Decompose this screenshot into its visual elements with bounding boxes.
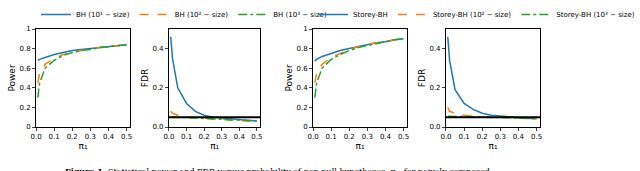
- svg-text:0.4: 0.4: [429, 45, 441, 53]
- svg-text:Storey-BH (10² − size): Storey-BH (10² − size): [433, 11, 511, 19]
- svg-text:FDR: FDR: [417, 69, 427, 87]
- svg-text:0.4: 0.4: [234, 133, 246, 141]
- svg-text:π₁: π₁: [79, 141, 88, 151]
- svg-text:Storey-BH (10³ − size): Storey-BH (10³ − size): [556, 11, 634, 19]
- svg-text:0: 0: [26, 123, 30, 131]
- svg-text:Storey-BH: Storey-BH: [353, 11, 388, 19]
- svg-text:0.2: 0.2: [199, 133, 210, 141]
- svg-text:0.0: 0.0: [163, 133, 174, 141]
- svg-text:0.6: 0.6: [296, 65, 308, 73]
- svg-text:1: 1: [303, 25, 307, 33]
- svg-text:0.5: 0.5: [398, 133, 409, 141]
- svg-text:0.8: 0.8: [296, 45, 307, 53]
- svg-text:0.2: 0.2: [152, 84, 163, 92]
- svg-text:Figure 1. Statistical power an: Figure 1. Statistical power and FDR vers…: [65, 166, 490, 171]
- svg-text:BH (10³ − size): BH (10³ − size): [273, 11, 327, 20]
- svg-text:0.4: 0.4: [380, 133, 392, 141]
- svg-text:0.4: 0.4: [152, 45, 164, 53]
- svg-text:0.4: 0.4: [19, 84, 31, 92]
- svg-text:0.2: 0.2: [67, 133, 78, 141]
- svg-text:0.3: 0.3: [495, 133, 506, 141]
- svg-text:0.4: 0.4: [513, 133, 525, 141]
- svg-text:0.0: 0.0: [440, 133, 451, 141]
- svg-text:0.0: 0.0: [307, 133, 318, 141]
- svg-text:0.0: 0.0: [152, 123, 163, 131]
- svg-text:0.6: 0.6: [19, 65, 31, 73]
- svg-text:0.0: 0.0: [30, 133, 41, 141]
- svg-text:π₁: π₁: [489, 141, 498, 151]
- svg-text:0.5: 0.5: [121, 133, 132, 141]
- svg-text:π₁: π₁: [210, 141, 219, 151]
- svg-text:0.2: 0.2: [344, 133, 355, 141]
- svg-text:1: 1: [26, 25, 30, 33]
- svg-text:0.3: 0.3: [85, 133, 96, 141]
- svg-text:0: 0: [303, 123, 307, 131]
- svg-text:0.4: 0.4: [296, 84, 308, 92]
- svg-text:0.2: 0.2: [477, 133, 488, 141]
- svg-text:0.0: 0.0: [429, 123, 440, 131]
- svg-text:BH (10² − size): BH (10² − size): [175, 11, 229, 19]
- svg-text:0.3: 0.3: [362, 133, 373, 141]
- svg-text:0.2: 0.2: [296, 104, 307, 112]
- svg-text:0.8: 0.8: [19, 45, 30, 53]
- svg-text:Power: Power: [284, 64, 294, 92]
- svg-text:0.1: 0.1: [326, 133, 337, 141]
- svg-text:0.3: 0.3: [216, 133, 227, 141]
- svg-text:0.1: 0.1: [181, 133, 192, 141]
- svg-text:π₁: π₁: [356, 141, 365, 151]
- svg-text:0.4: 0.4: [103, 133, 115, 141]
- svg-text:0.5: 0.5: [531, 133, 542, 141]
- svg-text:FDR: FDR: [140, 69, 150, 87]
- svg-text:Power: Power: [7, 64, 17, 92]
- svg-text:0.2: 0.2: [19, 104, 30, 112]
- svg-text:0.1: 0.1: [459, 133, 470, 141]
- svg-text:0.1: 0.1: [49, 133, 60, 141]
- svg-text:BH (10¹ − size): BH (10¹ − size): [76, 11, 130, 19]
- svg-text:0.5: 0.5: [251, 133, 262, 141]
- svg-text:0.2: 0.2: [429, 84, 440, 92]
